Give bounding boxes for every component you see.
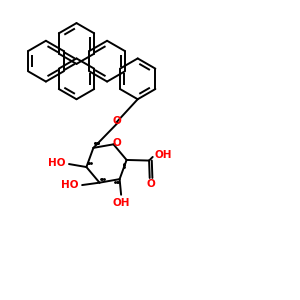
Text: O: O — [112, 138, 121, 148]
Text: O: O — [146, 179, 155, 189]
Text: O: O — [113, 116, 122, 126]
Text: OH: OH — [112, 198, 130, 208]
Text: HO: HO — [48, 158, 65, 168]
Text: OH: OH — [154, 150, 172, 160]
Text: HO: HO — [61, 180, 79, 190]
